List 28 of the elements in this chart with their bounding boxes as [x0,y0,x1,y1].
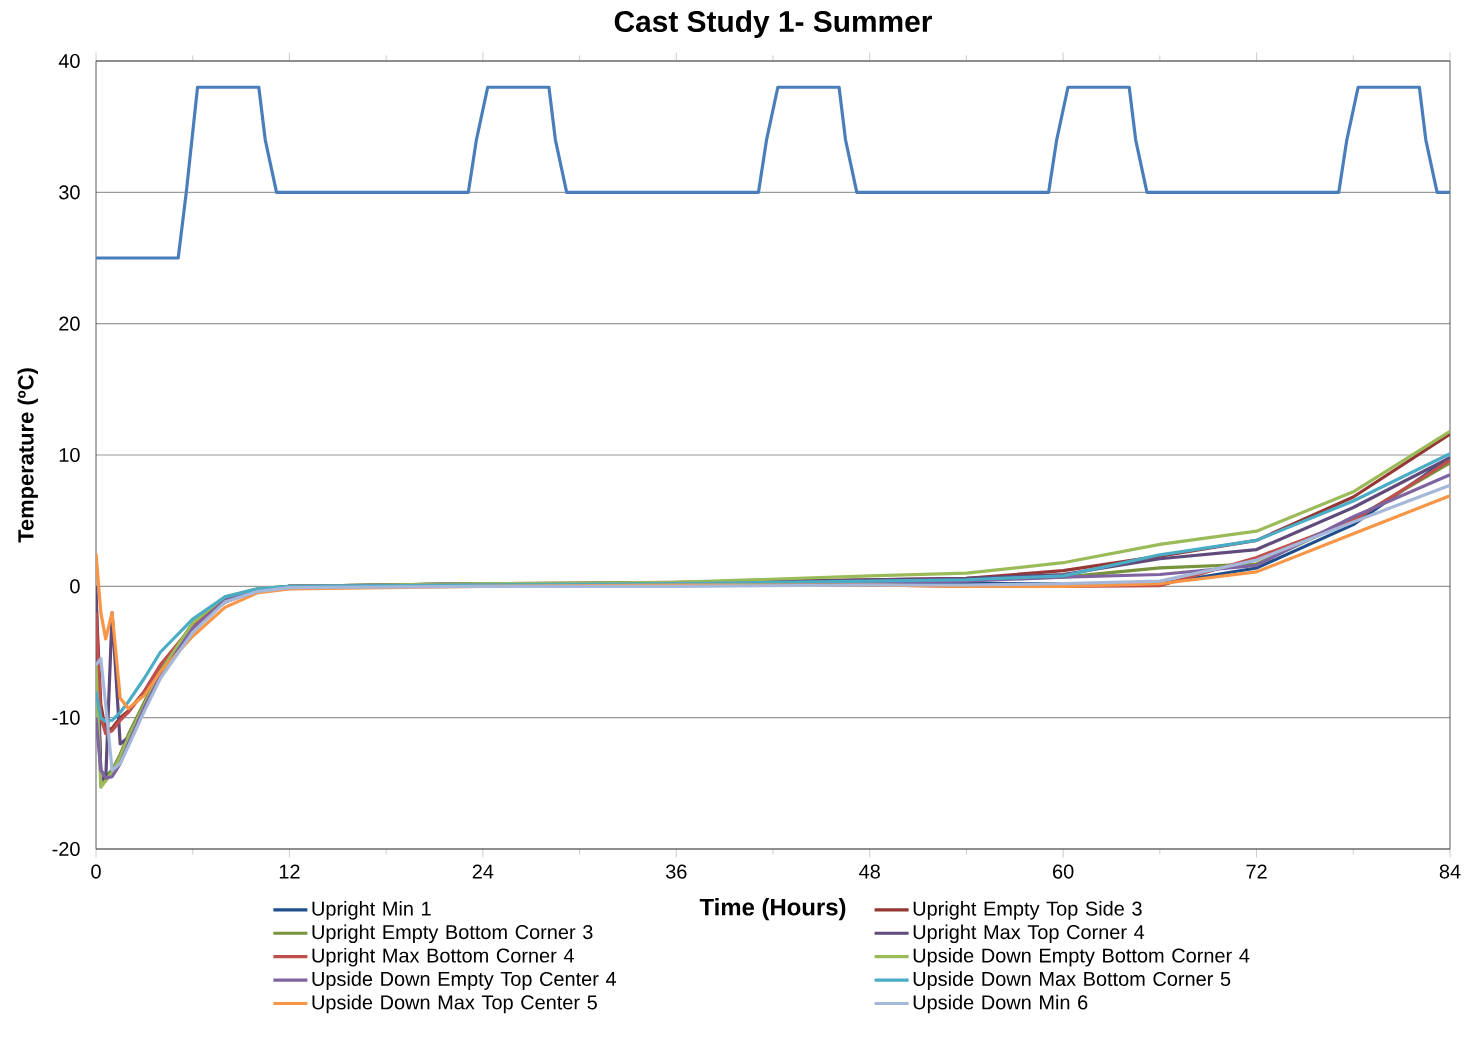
x-tick-label: 0 [91,864,101,879]
y-tick-label: 10 [59,447,80,463]
y-axis-title: Temperature (ºC) [17,368,38,543]
x-tick-label: 84 [1439,864,1461,879]
x-tick-label: 12 [279,864,300,879]
x-tick-label: 72 [1246,864,1267,879]
x-tick-label: 60 [1053,864,1074,879]
y-tick-label: 20 [59,316,80,331]
x-tick-label: 48 [859,864,880,879]
y-tick-label: 40 [58,53,80,69]
y-tick-label: -10 [52,710,80,725]
y-tick-label: 0 [70,579,80,594]
legend-label: Upside Down Empty Bottom Corner 4 [913,947,1250,967]
chart-title: Cast Study 1- Summer [614,10,932,38]
legend-label: Upright Empty Top Side 3 [913,901,1142,920]
y-tick-label: -20 [52,841,80,857]
legend-label: Upside Down Min 6 [913,994,1088,1014]
y-tick-label: 30 [59,185,80,200]
legend-label: Upside Down Max Bottom Corner 5 [913,971,1231,990]
legend-label: Upright Empty Bottom Corner 3 [312,924,593,944]
x-axis-title: Time (Hours) [699,898,846,921]
x-tick-label: 36 [665,864,687,879]
legend-label: Upside Down Max Top Center 5 [312,994,597,1014]
legend-label: Upright Max Top Corner 4 [913,924,1145,944]
x-tick-label: 24 [472,864,494,879]
legend-label: Upside Down Empty Top Center 4 [312,971,616,990]
legend-label: Upright Min 1 [312,901,431,920]
legend-label: Upright Max Bottom Corner 4 [312,947,574,967]
